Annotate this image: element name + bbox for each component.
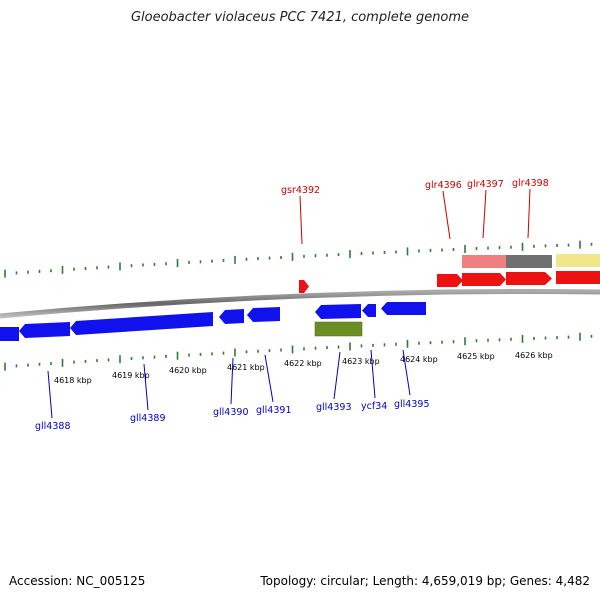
gene-gsr4392[interactable] xyxy=(299,280,309,293)
feature-rna-green[interactable] xyxy=(314,321,363,337)
gene-ycf34[interactable] xyxy=(362,304,376,317)
feature-glr4398-pseudo[interactable] xyxy=(506,255,552,268)
scale-label: 4620 kbp xyxy=(169,366,207,375)
scale-labels: 4618 kbp 4619 kbp 4620 kbp 4621 kbp 4622… xyxy=(54,351,553,385)
scale-label: 4624 kbp xyxy=(400,355,438,364)
scale-label: 4626 kbp xyxy=(515,351,553,360)
upper-tick-row xyxy=(4,240,593,278)
lower-tick-row xyxy=(4,332,593,371)
gene-gll4390[interactable] xyxy=(219,309,244,324)
genome-title: Gloeobacter violaceus PCC 7421, complete… xyxy=(130,10,470,25)
gene-glr4398[interactable] xyxy=(506,272,552,285)
label-gsr4392[interactable]: gsr4392 xyxy=(281,185,320,196)
gene-glr4396[interactable] xyxy=(437,274,463,287)
topology-text: Topology: circular; Length: 4,659,019 bp… xyxy=(260,574,590,588)
reverse-strand-genes xyxy=(0,302,426,341)
gene-gll4391[interactable] xyxy=(247,307,280,322)
gene-glr4397[interactable] xyxy=(462,273,506,286)
scale-label: 4619 kbp xyxy=(112,371,150,380)
scale-label: 4623 kbp xyxy=(342,357,380,366)
scale-label: 4618 kbp xyxy=(54,376,92,385)
label-gll4391[interactable]: gll4391 xyxy=(256,405,292,416)
scale-label: 4622 kbp xyxy=(284,359,322,368)
feature-misc-yellow[interactable] xyxy=(556,254,600,267)
label-gll4388[interactable]: gll4388 xyxy=(35,421,71,432)
label-glr4398[interactable]: glr4398 xyxy=(512,178,549,189)
label-glr4396[interactable]: glr4396 xyxy=(425,180,462,191)
forward-label-leaders xyxy=(299,188,531,245)
reverse-label-leaders xyxy=(47,349,411,419)
gene-gll4387[interactable] xyxy=(0,327,19,341)
feature-glr4397-pseudo[interactable] xyxy=(462,255,507,268)
genome-backbone xyxy=(0,289,600,319)
scale-label: 4621 kbp xyxy=(227,363,265,372)
label-gll4393[interactable]: gll4393 xyxy=(316,402,352,413)
gene-gll4389[interactable] xyxy=(70,312,213,335)
gene-forward-offscreen[interactable] xyxy=(556,271,600,284)
forward-misc-features xyxy=(462,254,600,268)
gene-gll4388[interactable] xyxy=(19,322,70,338)
label-gll4390[interactable]: gll4390 xyxy=(213,407,249,418)
forward-strand-genes xyxy=(299,271,600,293)
gene-gll4393[interactable] xyxy=(315,304,361,319)
forward-gene-labels: gsr4392 glr4396 glr4397 glr4398 xyxy=(281,178,549,196)
label-glr4397[interactable]: glr4397 xyxy=(467,179,504,190)
gene-gll4395[interactable] xyxy=(381,302,426,315)
reverse-gene-labels: gll4388 gll4389 gll4390 gll4391 gll4393 … xyxy=(35,399,430,432)
label-gll4395[interactable]: gll4395 xyxy=(394,399,430,410)
scale-label: 4625 kbp xyxy=(457,352,495,361)
accession-text: Accession: NC_005125 xyxy=(9,574,146,588)
label-ycf34[interactable]: ycf34 xyxy=(361,401,387,412)
label-gll4389[interactable]: gll4389 xyxy=(130,413,166,424)
